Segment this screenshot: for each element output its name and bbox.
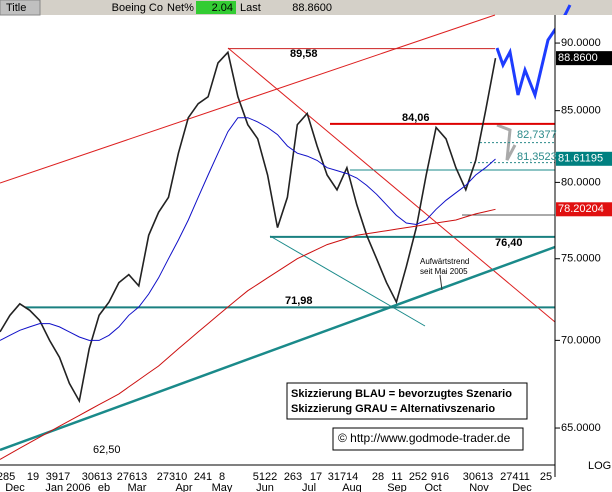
x-day-label: 27613	[117, 471, 148, 483]
header-cell	[0, 0, 41, 16]
header-bar	[0, 0, 612, 15]
last-marker-label: 78.20204	[558, 203, 604, 215]
note: seit Mai 2005	[420, 267, 468, 276]
axis-panel	[555, 15, 612, 477]
trend-fan	[269, 235, 426, 327]
x-day-label: 30613	[463, 471, 494, 483]
header-title: Title	[6, 2, 26, 14]
header-name: Boeing Co	[112, 2, 163, 14]
x-day-label: 241	[194, 471, 212, 483]
trend-up	[0, 245, 556, 452]
x-month-label: May	[212, 482, 233, 492]
x-day-label: 31714	[328, 471, 359, 483]
x-day-label: 8	[219, 471, 225, 483]
copyright: © http://www.godmode-trader.de	[338, 431, 511, 445]
x-day-label: 27310	[157, 471, 188, 483]
x-day-label: 19	[27, 471, 39, 483]
y-tick-label: 65.0000	[561, 422, 601, 434]
x-month-label: Jan 2006	[45, 482, 90, 492]
x-day-label: 285	[0, 471, 15, 483]
legend-text: Skizzierung BLAU = bevorzugtes Szenario	[291, 388, 512, 400]
y-tick-label: 85.0000	[561, 105, 601, 117]
copyright-box	[332, 427, 524, 451]
x-day-label: 30613	[82, 471, 113, 483]
y-tick-label: 80.0000	[561, 176, 601, 188]
x-month-label: Nov	[469, 482, 489, 492]
low-label: 62,50	[93, 444, 121, 456]
x-month-label: Jun	[256, 482, 274, 492]
x-month-label: eb	[98, 482, 110, 492]
drawings	[0, 4, 572, 452]
legend-box	[286, 382, 528, 420]
x-month-label: Dec	[512, 482, 532, 492]
level-label: 71,98	[285, 295, 313, 307]
series-line	[0, 117, 496, 341]
header-last-label: Last	[240, 2, 261, 14]
last-marker	[556, 202, 612, 217]
net-box	[196, 1, 236, 14]
x-month-label: Jul	[302, 482, 316, 492]
scale-label: LOG	[588, 460, 611, 472]
legend-text: Skizzierung GRAU = Alternativszenario	[291, 403, 495, 415]
note: Aufwärtstrend	[420, 257, 469, 266]
y-tick-label: 70.0000	[561, 334, 601, 346]
last-marker-label: 81.61195	[558, 153, 603, 165]
trend-down	[227, 47, 556, 323]
x-day-label: 27411	[500, 471, 530, 483]
x-day-label: 25	[540, 471, 552, 483]
last-marker	[556, 51, 612, 66]
x-day-label: 252	[409, 471, 427, 483]
forecast-gray	[496, 123, 517, 161]
plot	[0, 48, 555, 460]
last-marker	[556, 151, 612, 166]
overlay: 65.0000 70.0000 75.0000 80.0000 85.0000 90.00…	[0, 37, 612, 492]
y-tick-label: 75.0000	[561, 253, 601, 265]
x-day-label: 5122	[253, 471, 277, 483]
level-label: 89,58	[290, 48, 318, 60]
x-day-label: 263	[284, 471, 302, 483]
x-month-label: Sep	[387, 482, 407, 492]
x-day-label: 916	[431, 471, 449, 483]
level-label: 84,06	[402, 112, 430, 124]
x-day-label: 28	[372, 471, 384, 483]
last-marker-label: 88.8600	[558, 52, 598, 64]
x-month-label: Dec	[5, 482, 25, 492]
x-month-label: Mar	[128, 482, 147, 492]
y-tick-label: 90.0000	[561, 37, 601, 49]
x-month-label: Aug	[342, 482, 362, 492]
series-line	[0, 208, 496, 460]
level-label: 81,3523	[517, 151, 557, 163]
level-label: 82,7377	[517, 129, 557, 141]
header-last-value: 88.8600	[292, 2, 332, 14]
level-label: 76,40	[495, 237, 523, 249]
x-month-label: Apr	[175, 482, 192, 492]
series-line	[0, 50, 497, 404]
x-month-label: Oct	[424, 482, 441, 492]
header-net-label: Net%	[167, 2, 194, 14]
trend-channel	[0, 14, 496, 184]
x-day-label: 11	[391, 471, 402, 483]
x-day-label: 17	[310, 471, 322, 483]
note-arrow	[439, 274, 443, 291]
x-day-label: 3917	[46, 471, 70, 483]
header-net-value: 2.04	[212, 2, 233, 14]
